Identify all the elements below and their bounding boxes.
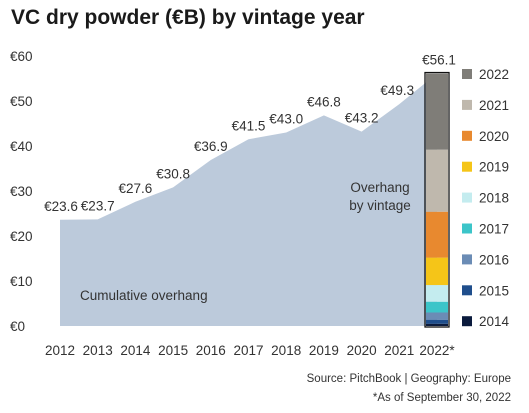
x-tick-label: 2020 xyxy=(347,343,377,358)
y-tick-label: €0 xyxy=(10,319,25,334)
stacked-bar-label: by vintage xyxy=(349,198,411,213)
legend-swatch xyxy=(462,161,472,172)
data-label: €23.6 xyxy=(44,199,78,214)
data-label: €27.6 xyxy=(119,181,153,196)
x-tick-label: 2015 xyxy=(158,343,188,358)
data-label: €43.2 xyxy=(345,111,379,126)
legend-label: 2019 xyxy=(479,160,509,175)
x-tick-label: 2019 xyxy=(309,343,339,358)
legend-swatch xyxy=(462,254,472,265)
x-tick-label: 2012 xyxy=(45,343,75,358)
x-tick-label: 2018 xyxy=(271,343,301,358)
y-tick-label: €40 xyxy=(10,139,33,154)
stacked-segment xyxy=(426,323,448,326)
legend-swatch xyxy=(462,285,472,296)
stacked-segment xyxy=(426,312,448,320)
x-tick-label: 2016 xyxy=(196,343,226,358)
y-tick-label: €10 xyxy=(10,274,33,289)
legend-label: 2020 xyxy=(479,129,509,144)
data-label: €23.7 xyxy=(81,198,115,213)
data-label: €56.1 xyxy=(422,53,456,68)
y-tick-label: €20 xyxy=(10,229,33,244)
y-tick-label: €60 xyxy=(10,49,33,64)
x-tick-label: 2013 xyxy=(83,343,113,358)
legend-swatch xyxy=(462,130,472,141)
stacked-segment xyxy=(426,301,448,313)
chart-title: VC dry powder (€B) by vintage year xyxy=(11,6,365,29)
legend-label: 2015 xyxy=(479,283,509,298)
stacked-segment xyxy=(426,257,448,286)
legend-label: 2014 xyxy=(479,314,510,329)
footnote: *As of September 30, 2022 xyxy=(372,392,511,404)
stacked-bar-label: Overhang xyxy=(350,180,409,195)
stacked-segment xyxy=(426,149,448,212)
legend-label: 2022 xyxy=(479,67,509,82)
stacked-segment xyxy=(426,211,448,258)
legend-label: 2018 xyxy=(479,191,509,206)
legend-swatch xyxy=(462,316,472,327)
legend-swatch xyxy=(462,223,472,234)
legend-label: 2016 xyxy=(479,252,509,267)
legend-swatch xyxy=(462,69,472,79)
stacked-segment xyxy=(426,285,448,302)
legend-label: 2021 xyxy=(479,98,509,113)
source-note: Source: PitchBook | Geography: Europe xyxy=(306,373,511,385)
x-tick-label: 2017 xyxy=(233,343,263,358)
area-series xyxy=(60,73,437,326)
x-tick-label: 2021 xyxy=(384,343,414,358)
data-label: €41.5 xyxy=(232,118,266,133)
y-tick-label: €50 xyxy=(10,94,33,109)
data-label: €30.8 xyxy=(156,166,190,181)
stacked-segment xyxy=(426,73,448,150)
x-tick-label: 2022* xyxy=(419,343,455,358)
legend-label: 2017 xyxy=(479,222,509,237)
data-label: €43.0 xyxy=(269,112,303,127)
x-tick-label: 2014 xyxy=(120,343,151,358)
stacked-segment xyxy=(426,319,448,324)
data-label: €49.3 xyxy=(380,83,414,98)
data-label: €46.8 xyxy=(307,94,341,109)
stacked-bar-outline xyxy=(424,71,450,328)
area-label: Cumulative overhang xyxy=(80,288,208,303)
legend-swatch xyxy=(462,99,472,110)
legend-swatch xyxy=(462,192,472,203)
y-tick-label: €30 xyxy=(10,184,33,199)
data-label: €36.9 xyxy=(194,139,228,154)
